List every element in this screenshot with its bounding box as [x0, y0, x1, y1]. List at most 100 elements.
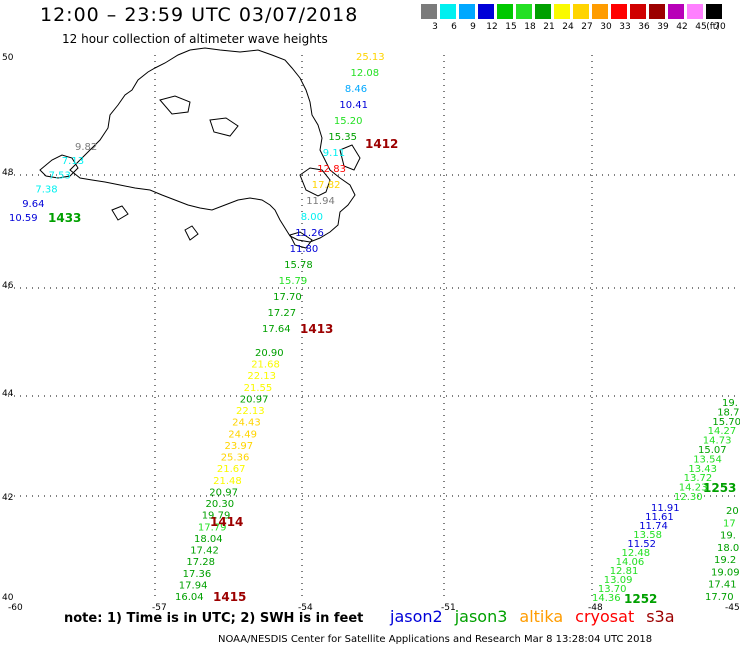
scale-label: 70	[714, 22, 726, 32]
satellite-tracks: 25.13 12.08 8.46 10.41 15.20 15.35 9.11 12.83 17…	[9, 52, 740, 606]
wave-height-value: 10.59	[9, 213, 38, 224]
wave-height-value: 17.42	[190, 546, 219, 557]
credit-line: NOAA/NESDIS Center for Satellite Applica…	[218, 634, 653, 645]
pass-1253: 19.18.715.7014.2714.7315.0713.5413.4313.…	[674, 398, 740, 503]
wave-height-value: 15.07	[698, 445, 727, 456]
satellite-cryosat: cryosat	[575, 607, 635, 626]
wave-height-value: 20.97	[240, 395, 269, 406]
wave-height-value: 17.36	[183, 569, 212, 580]
wave-height-value: 13.70	[598, 584, 627, 595]
lat-label: 50	[2, 53, 14, 63]
satellite-jason2: jason2	[390, 607, 443, 626]
lat-label: 40	[2, 593, 14, 603]
scale-swatch	[497, 4, 514, 19]
scale-label: 42	[676, 22, 688, 32]
wave-height-value: 17.64	[262, 324, 291, 335]
wave-height-value: 13.58	[633, 530, 662, 541]
wave-height-value: 10.41	[339, 100, 368, 111]
lon-label: -60	[8, 603, 23, 613]
wave-height-value: 18.04	[194, 534, 223, 545]
wave-height-value: 21.55	[244, 383, 273, 394]
wave-height-value: 9.82	[75, 142, 97, 153]
wave-height-value: 24.49	[228, 429, 257, 440]
scale-swatch	[630, 4, 647, 19]
wave-height-value: 14.36	[592, 593, 621, 604]
scale-label: 9	[470, 22, 476, 32]
wave-height-value: 17.27	[268, 308, 297, 319]
chart-title: 12:00 – 23:59 UTC 03/07/2018	[40, 4, 359, 26]
satellite-jason3: jason3	[454, 607, 508, 626]
wave-height-value: 8.46	[345, 84, 367, 95]
wave-height-value: 16.04	[175, 592, 204, 603]
scale-label: 6	[451, 22, 457, 32]
pass-1412: 25.13 12.08 8.46 10.41 15.20 15.35 9.11 12.83 17…	[262, 52, 398, 335]
scale-label: 27	[581, 22, 593, 32]
wave-height-value: 11.26	[295, 228, 324, 239]
wave-height-value: 11.52	[627, 539, 656, 550]
scale-swatch	[554, 4, 571, 19]
satellite-legend: jason2 jason3 altika cryosat s3a	[390, 607, 687, 626]
wave-height-value: 17.28	[186, 557, 215, 568]
wave-height-value: 17.41	[708, 580, 737, 591]
wave-height-value: 19.2	[714, 555, 736, 566]
wave-height-value: 17	[723, 518, 736, 529]
wave-height-value: 13.72	[684, 473, 713, 484]
wave-height-value: 7.53	[49, 170, 71, 181]
scale-label: 45	[695, 22, 707, 32]
wave-height-value: 12.48	[622, 548, 651, 559]
wave-height-value: 11.91	[651, 503, 680, 514]
scale-swatch	[592, 4, 609, 19]
scale-label: 33	[619, 22, 631, 32]
wave-height-value: 21.68	[251, 360, 280, 371]
wave-height-value: 9.64	[22, 199, 44, 210]
pass-1413: 20.9021.6822.1321.5520.9722.1324.4324.49…	[175, 322, 333, 603]
lon-label: -57	[152, 603, 167, 613]
pass-number: 1433	[48, 211, 81, 225]
wave-height-value: 17.79	[198, 522, 227, 533]
scale-swatch	[668, 4, 685, 19]
pass-1252: 11.9111.6111.7413.5811.5212.4814.0612.81…	[592, 503, 680, 606]
wave-height-value: 14.73	[703, 436, 732, 447]
lat-label: 46	[2, 281, 14, 291]
scale-swatch	[573, 4, 590, 19]
wave-height-value: 13.54	[693, 454, 722, 465]
lon-label: -48	[588, 603, 603, 613]
wave-height-value: 9.11	[323, 148, 345, 159]
scale-label: 39	[657, 22, 669, 32]
satellite-s3a: s3a	[646, 607, 675, 626]
wave-height-value: 14.06	[616, 557, 645, 568]
scale-swatch	[687, 4, 704, 19]
pass-number: 1415	[213, 590, 246, 604]
wave-height-value: 23.97	[225, 441, 254, 452]
wave-height-value: 12.08	[351, 68, 380, 79]
scale-swatch	[440, 4, 457, 19]
pass-1414: 1414	[210, 515, 243, 529]
wave-height-value: 22.13	[247, 371, 276, 382]
wave-height-value: 20.97	[209, 487, 238, 498]
wave-height-value: 11.61	[645, 512, 674, 523]
wave-height-value: 14.27	[708, 426, 737, 437]
graticule	[8, 55, 738, 600]
wave-height-value: 15.79	[279, 276, 308, 287]
pass-number: 1252	[624, 592, 657, 606]
wave-height-value: 13.43	[688, 464, 717, 475]
wave-height-value: 18.7	[717, 407, 739, 418]
footnote: note: 1) Time is in UTC; 2) SWH is in fe…	[64, 611, 364, 626]
wave-height-value: 19.	[722, 398, 738, 409]
scale-swatch	[421, 4, 438, 19]
wave-height-value: 21.48	[213, 476, 242, 487]
wave-height-value: 19.09	[711, 567, 740, 578]
wave-height-value: 15.20	[334, 116, 363, 127]
wave-height-value: 17.70	[705, 592, 734, 603]
wave-height-value: 7.38	[35, 185, 57, 196]
wave-height-value: 13.09	[604, 575, 633, 586]
wave-height-value: 11.74	[639, 521, 668, 532]
wave-height-value: 17.70	[273, 292, 302, 303]
wave-height-value: 20.90	[255, 348, 284, 359]
lat-label: 48	[2, 168, 14, 178]
lat-label: 44	[2, 389, 14, 399]
wave-height-value: 8.00	[301, 212, 323, 223]
scale-label: 24	[562, 22, 574, 32]
chart-subtitle: 12 hour collection of altimeter wave hei…	[62, 32, 328, 46]
